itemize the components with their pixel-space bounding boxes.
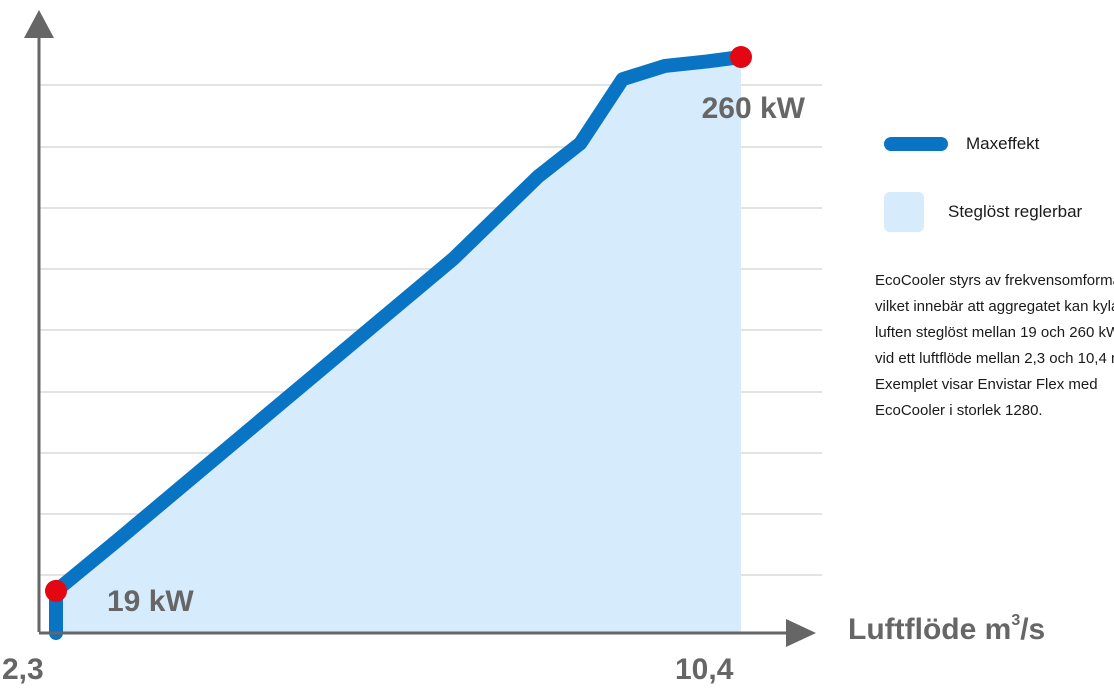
x-tick-label-10-4: 10,4 bbox=[675, 653, 734, 686]
legend-label-maxeffekt: Maxeffekt bbox=[966, 134, 1040, 153]
description-line: Exemplet visar Envistar Flex med bbox=[875, 376, 1098, 393]
series-line-maxeffekt bbox=[49, 50, 748, 640]
x-tick-label-2-3: 2,3 bbox=[2, 653, 44, 686]
data-point-marker bbox=[45, 579, 67, 602]
x-axis-arrow-icon bbox=[786, 619, 816, 647]
description-line: EcoCooler i storlek 1280. bbox=[875, 402, 1043, 419]
y-axis-arrow-icon bbox=[24, 10, 54, 38]
data-point-marker bbox=[730, 46, 752, 68]
legend-item-maxeffekt: Maxeffekt bbox=[884, 134, 1039, 154]
annotation-260kw: 260 kW bbox=[702, 92, 806, 125]
description-line: luften steglöst mellan 19 och 260 kW bbox=[875, 324, 1114, 341]
legend-item-steglost: Steglöst reglerbar bbox=[884, 192, 1082, 232]
legend-line-swatch bbox=[884, 137, 948, 151]
data-markers bbox=[45, 46, 752, 602]
annotation-19kw: 19 kW bbox=[107, 585, 194, 618]
area-steglost-reglerbar bbox=[56, 57, 741, 633]
legend-area-swatch bbox=[884, 192, 924, 232]
description-text: EcoCooler styrs av frekvensomformare, vi… bbox=[875, 268, 1114, 424]
axes bbox=[24, 10, 816, 647]
x-axis-label: Luftflöde m3/s bbox=[848, 612, 1046, 646]
legend-label-steglost: Steglöst reglerbar bbox=[948, 202, 1083, 221]
description-line: vid ett luftflöde mellan 2,3 och 10,4 m3… bbox=[875, 350, 1114, 367]
description-line: vilket innebär att aggregatet kan kyla bbox=[875, 298, 1114, 315]
description-line: EcoCooler styrs av frekvensomformare, bbox=[875, 272, 1114, 289]
